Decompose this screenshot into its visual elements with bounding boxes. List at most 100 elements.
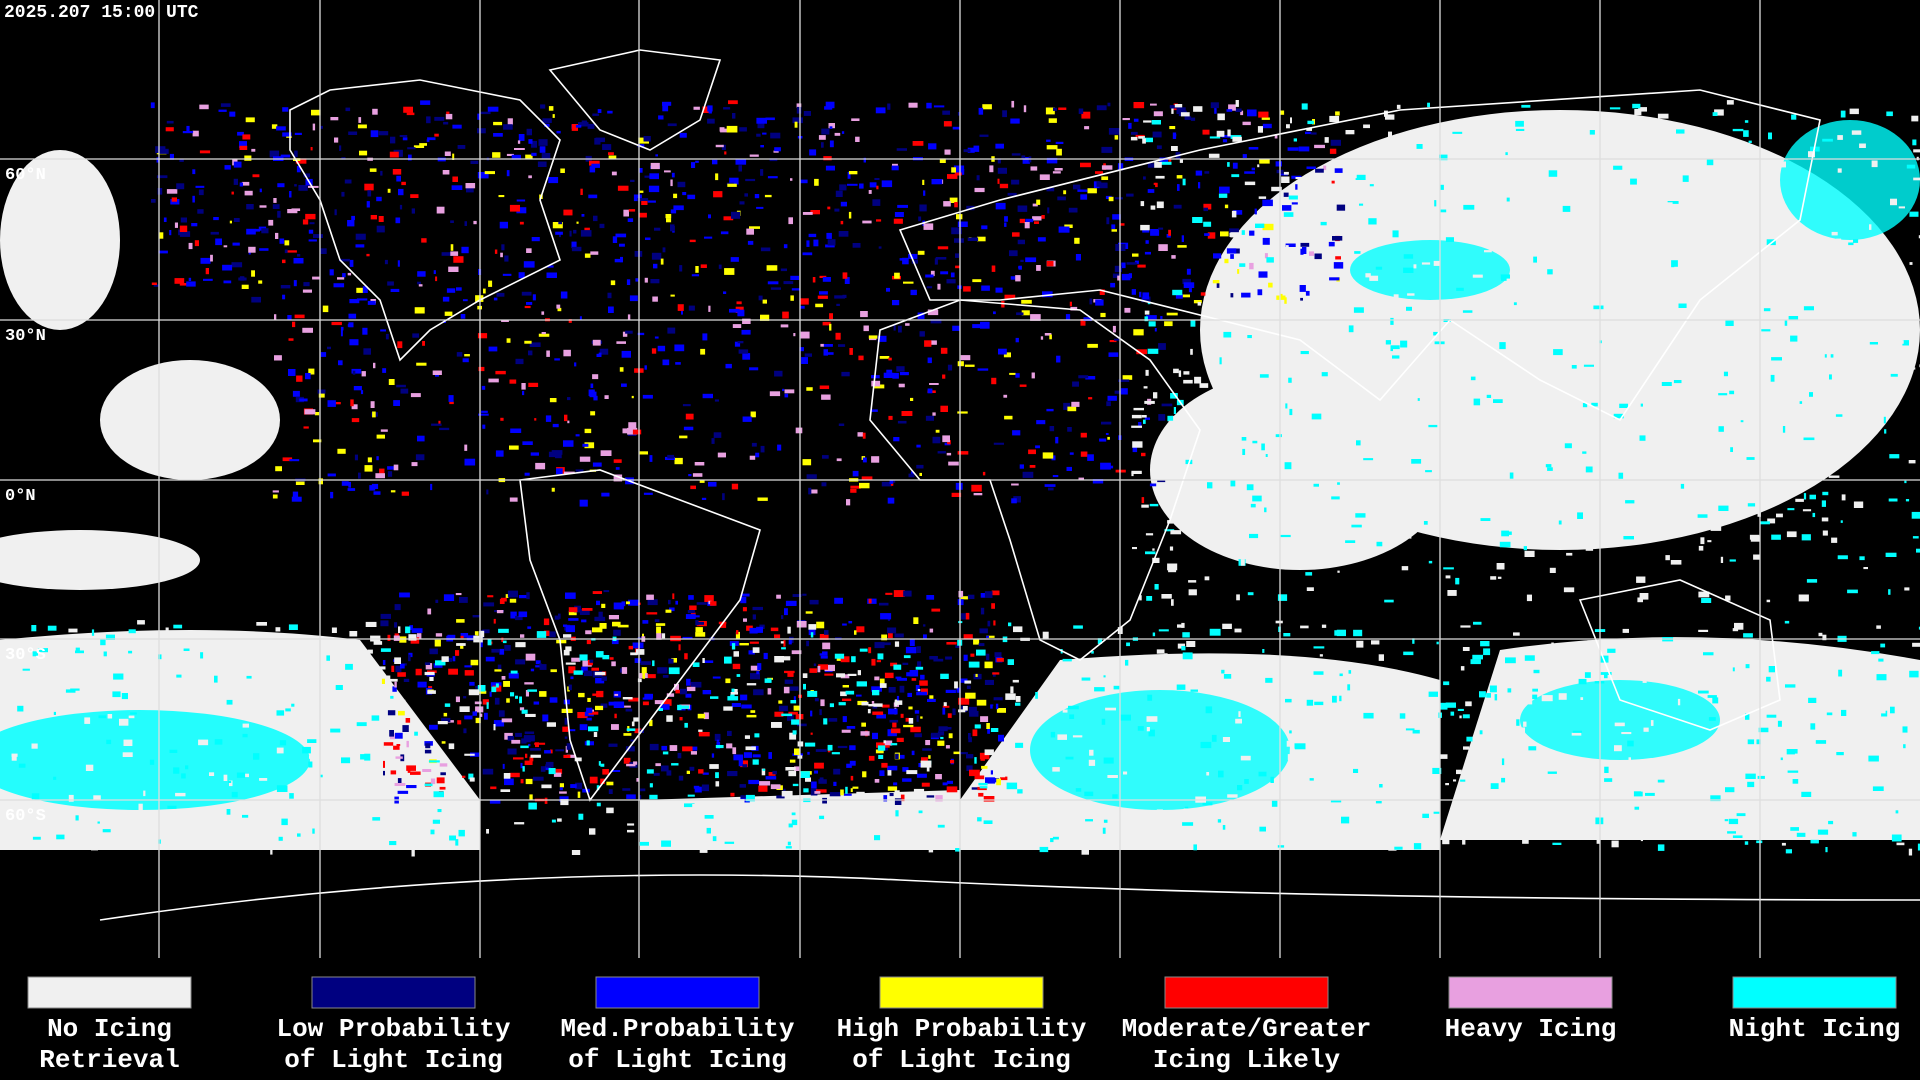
- icing-pixel: [819, 653, 826, 656]
- icing-pixel: [998, 734, 1004, 742]
- icing-pixel: [1103, 675, 1106, 678]
- icing-pixel: [1193, 300, 1202, 304]
- icing-pixel: [959, 678, 968, 683]
- icing-pixel: [1031, 372, 1035, 379]
- icing-pixel: [875, 107, 886, 114]
- icing-pixel: [289, 793, 294, 799]
- icing-pixel: [887, 765, 898, 771]
- icing-pixel: [1578, 473, 1586, 480]
- icing-pixel: [821, 482, 827, 487]
- icing-pixel: [739, 643, 749, 646]
- icing-pixel: [1562, 205, 1571, 212]
- icing-pixel: [5, 709, 16, 716]
- icing-pixel: [1023, 784, 1027, 789]
- icing-pixel: [725, 363, 732, 369]
- icing-pixel: [1443, 681, 1450, 686]
- icing-pixel: [808, 233, 817, 238]
- icing-pixel: [708, 600, 712, 605]
- icing-pixel: [1089, 749, 1094, 756]
- icing-pixel: [1147, 348, 1159, 354]
- icing-pixel: [128, 650, 133, 654]
- icing-pixel: [1164, 321, 1173, 327]
- icing-pixel: [649, 455, 653, 462]
- icing-pixel: [235, 697, 246, 702]
- icing-pixel: [488, 280, 493, 287]
- icing-pixel: [496, 292, 505, 297]
- icing-pixel: [893, 437, 900, 442]
- icing-pixel: [749, 367, 759, 371]
- icing-pixel: [466, 635, 477, 641]
- icing-pixel: [1006, 782, 1018, 790]
- icing-pixel: [1220, 231, 1229, 237]
- icing-pixel: [568, 319, 572, 323]
- icing-pixel: [1667, 201, 1679, 204]
- icing-pixel: [1132, 253, 1139, 257]
- icing-pixel: [708, 305, 711, 312]
- icing-pixel: [456, 619, 465, 623]
- icing-pixel: [762, 299, 767, 304]
- icing-pixel: [1067, 427, 1072, 432]
- icing-pixel: [662, 675, 669, 678]
- icing-pixel: [482, 629, 490, 634]
- icing-pixel: [1884, 429, 1887, 434]
- icing-pixel: [338, 360, 343, 366]
- icing-pixel: [1812, 512, 1816, 518]
- icing-pixel: [791, 650, 802, 655]
- icing-pixel: [167, 805, 177, 809]
- icing-pixel: [1114, 135, 1119, 140]
- icing-pixel: [1802, 476, 1807, 482]
- icing-pixel: [1643, 216, 1648, 222]
- icing-pixel: [276, 785, 288, 792]
- icing-pixel: [1137, 726, 1144, 731]
- icing-pixel: [1541, 695, 1553, 702]
- icing-pixel: [919, 680, 928, 686]
- icing-pixel: [1180, 112, 1190, 117]
- icing-pixel: [782, 311, 789, 319]
- icing-pixel: [220, 103, 231, 107]
- icing-pixel: [1527, 167, 1538, 173]
- icing-pixel: [1065, 756, 1074, 760]
- icing-pixel: [867, 709, 871, 714]
- icing-pixel: [526, 302, 533, 305]
- icing-pixel: [634, 658, 642, 663]
- icing-pixel: [578, 692, 585, 698]
- icing-pixel: [1233, 210, 1243, 215]
- icing-pixel: [1332, 246, 1337, 254]
- icing-pixel: [874, 178, 880, 180]
- icing-pixel: [1462, 368, 1467, 374]
- icing-pixel: [1614, 745, 1622, 752]
- icing-pixel: [1661, 322, 1670, 327]
- icing-pixel: [268, 219, 274, 226]
- icing-pixel: [1268, 282, 1273, 288]
- icing-pixel: [848, 621, 853, 624]
- icing-pixel: [239, 182, 243, 187]
- icing-pixel: [231, 686, 239, 690]
- icing-pixel: [1309, 251, 1314, 256]
- icing-pixel: [387, 471, 393, 477]
- icing-pixel: [1048, 118, 1057, 123]
- icing-pixel: [1244, 181, 1256, 186]
- icing-pixel: [1126, 642, 1130, 647]
- icing-pixel: [390, 136, 396, 144]
- icing-pixel: [791, 812, 796, 816]
- icing-pixel: [755, 452, 760, 458]
- icing-pixel: [289, 191, 292, 198]
- icing-pixel: [1547, 467, 1553, 471]
- icing-pixel: [908, 473, 915, 478]
- icing-pixel: [916, 715, 919, 722]
- icing-pixel: [1315, 196, 1321, 202]
- icing-pixel: [1883, 256, 1890, 262]
- icing-pixel: [842, 716, 847, 723]
- icing-pixel: [1460, 666, 1465, 671]
- icing-pixel: [455, 696, 460, 703]
- icing-pixel: [1375, 266, 1383, 270]
- icing-pixel: [1686, 217, 1697, 224]
- icing-pixel: [304, 409, 316, 415]
- icing-pixel: [1683, 815, 1689, 822]
- icing-pixel: [371, 715, 380, 721]
- icing-pixel: [911, 259, 918, 264]
- icing-pixel: [916, 464, 924, 469]
- legend-swatch: [311, 976, 476, 1009]
- icing-pixel: [1256, 392, 1263, 399]
- icing-pixel: [823, 344, 833, 347]
